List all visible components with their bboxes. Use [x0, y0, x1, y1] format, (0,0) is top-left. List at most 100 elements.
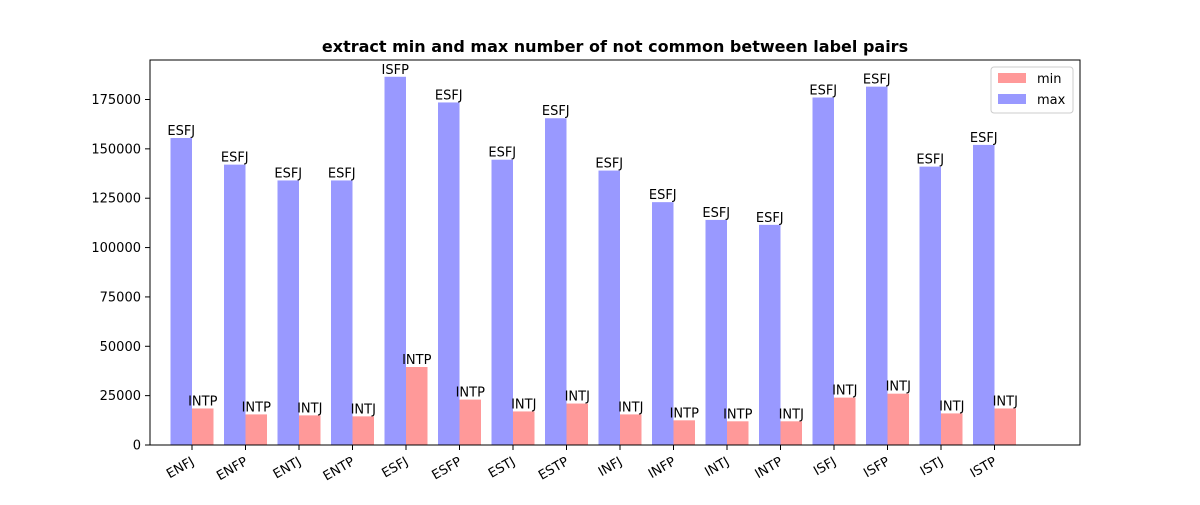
bar-label-max-enfp: ESFJ: [221, 151, 249, 166]
y-tick-label: 75000: [100, 290, 141, 305]
bar-label-min-esfp: INTP: [456, 386, 485, 401]
legend-swatch-min: [998, 73, 1026, 83]
bar-min-enfj: [192, 408, 214, 445]
bar-max-intj: [705, 219, 727, 445]
bar-max-istp: [973, 144, 995, 445]
y-tick-label: 100000: [91, 241, 141, 256]
bar-label-min-isfp: INTJ: [886, 380, 911, 395]
y-tick-label: 125000: [91, 192, 141, 207]
x-tick-label: ESFP: [429, 454, 464, 483]
bar-min-istj: [941, 413, 963, 445]
x-tick-label: ENTP: [321, 454, 358, 484]
bar-label-max-isfp: ESFJ: [863, 73, 891, 88]
x-tick-label: ISFJ: [811, 454, 839, 479]
x-axis: ENFJ ENFP ENTJ ENTP ESFJ ESFP ESTJ ESTP INFJ INFP…: [164, 445, 1000, 484]
legend: min max: [990, 66, 1074, 114]
plot-frame: [149, 59, 1081, 446]
bar-label-max-isfj: ESFJ: [809, 84, 837, 99]
bar-label-max-entp: ESFJ: [328, 166, 356, 181]
x-tick-label: INTP: [753, 454, 786, 482]
x-tick-label: ENTJ: [271, 454, 304, 482]
bar-label-max-esfp: ESFJ: [435, 88, 463, 103]
bar-labels-group: ESFJ INTP ESFJ INTP ESFJ INTJ ESFJ INTJ ISFP INTP…: [167, 63, 1018, 423]
bar-label-min-infj: INTJ: [618, 400, 643, 415]
chart-title: extract min and max number of not common…: [322, 37, 908, 56]
bar-min-esfj: [406, 367, 428, 445]
bar-min-intp: [780, 421, 802, 445]
bar-label-min-estp: INTJ: [565, 390, 590, 405]
bar-max-entj: [277, 180, 299, 445]
bar-max-estj: [491, 159, 513, 445]
bar-label-min-esfj: INTP: [402, 353, 431, 368]
x-tick-label: INFP: [646, 454, 679, 482]
bar-label-min-enfp: INTP: [242, 400, 271, 415]
bar-label-max-intp: ESFJ: [756, 211, 784, 226]
x-tick-label: INTJ: [703, 454, 732, 480]
y-tick-label: 150000: [91, 142, 141, 157]
x-tick-label: ESTJ: [486, 454, 518, 481]
x-tick-label: ISTJ: [918, 454, 946, 479]
bar-label-max-istj: ESFJ: [916, 153, 944, 168]
bar-max-enfp: [224, 164, 246, 445]
bar-label-min-istj: INTJ: [939, 399, 964, 414]
y-axis: 0 25000 50000 75000 100000 125000 150000 175000: [91, 93, 150, 454]
bar-max-enfj: [170, 137, 192, 446]
x-tick-label: ISTP: [968, 454, 1000, 481]
x-tick-label: ESFJ: [379, 454, 411, 481]
bar-label-max-infp: ESFJ: [649, 188, 677, 203]
x-tick-label: INFJ: [596, 454, 625, 479]
bar-label-min-enfj: INTP: [188, 394, 217, 409]
bar-max-isfp: [866, 86, 888, 446]
bar-min-estj: [513, 411, 535, 445]
bar-min-infj: [620, 414, 642, 445]
bar-max-intp: [759, 224, 781, 445]
bar-label-min-entj: INTJ: [297, 401, 322, 416]
bar-label-max-estj: ESFJ: [488, 146, 516, 161]
bar-label-max-esfj: ISFP: [382, 63, 410, 78]
bar-min-enfp: [245, 414, 267, 445]
legend-label-max: max: [1037, 93, 1066, 108]
bar-label-min-entp: INTJ: [351, 402, 376, 417]
bar-max-infj: [598, 170, 620, 445]
bar-min-entp: [352, 416, 374, 445]
y-tick-label: 0: [133, 439, 141, 454]
legend-swatch-max: [998, 94, 1026, 104]
bar-max-estp: [545, 118, 567, 446]
bar-min-isfp: [887, 393, 909, 445]
bar-max-istj: [919, 166, 941, 445]
bar-max-entp: [331, 180, 353, 445]
bar-label-max-entj: ESFJ: [274, 166, 302, 181]
bar-max-esfj: [384, 76, 406, 445]
bars-group: [170, 76, 1016, 446]
y-tick-label: 50000: [100, 340, 141, 355]
bar-max-esfp: [438, 102, 460, 445]
bar-min-entj: [299, 415, 321, 445]
bar-label-min-istp: INTJ: [993, 394, 1018, 409]
bar-max-isfj: [812, 97, 834, 445]
y-tick-label: 25000: [100, 389, 141, 404]
bar-label-max-estp: ESFJ: [542, 104, 570, 119]
y-tick-label: 175000: [91, 93, 141, 108]
x-tick-label: ESTP: [536, 454, 572, 483]
bar-min-intj: [727, 421, 749, 445]
bar-label-max-intj: ESFJ: [702, 206, 730, 221]
x-tick-label: ENFP: [214, 454, 250, 484]
legend-label-min: min: [1037, 72, 1062, 87]
x-tick-label: ISFP: [861, 454, 892, 481]
bar-label-min-intj: INTP: [723, 407, 752, 422]
bar-label-min-infp: INTP: [670, 406, 699, 421]
bar-min-esfp: [459, 399, 481, 445]
bar-label-max-infj: ESFJ: [595, 157, 623, 172]
bar-label-max-enfj: ESFJ: [167, 124, 195, 139]
bar-label-min-estj: INTJ: [511, 397, 536, 412]
bar-min-estp: [566, 403, 588, 445]
bar-max-infp: [652, 202, 674, 445]
bar-label-min-intp: INTJ: [779, 407, 804, 422]
bar-label-min-isfj: INTJ: [832, 384, 857, 399]
bar-min-istp: [994, 408, 1016, 445]
bar-min-isfj: [834, 397, 856, 445]
x-tick-label: ENFJ: [164, 454, 197, 482]
bar-min-infp: [673, 420, 695, 445]
